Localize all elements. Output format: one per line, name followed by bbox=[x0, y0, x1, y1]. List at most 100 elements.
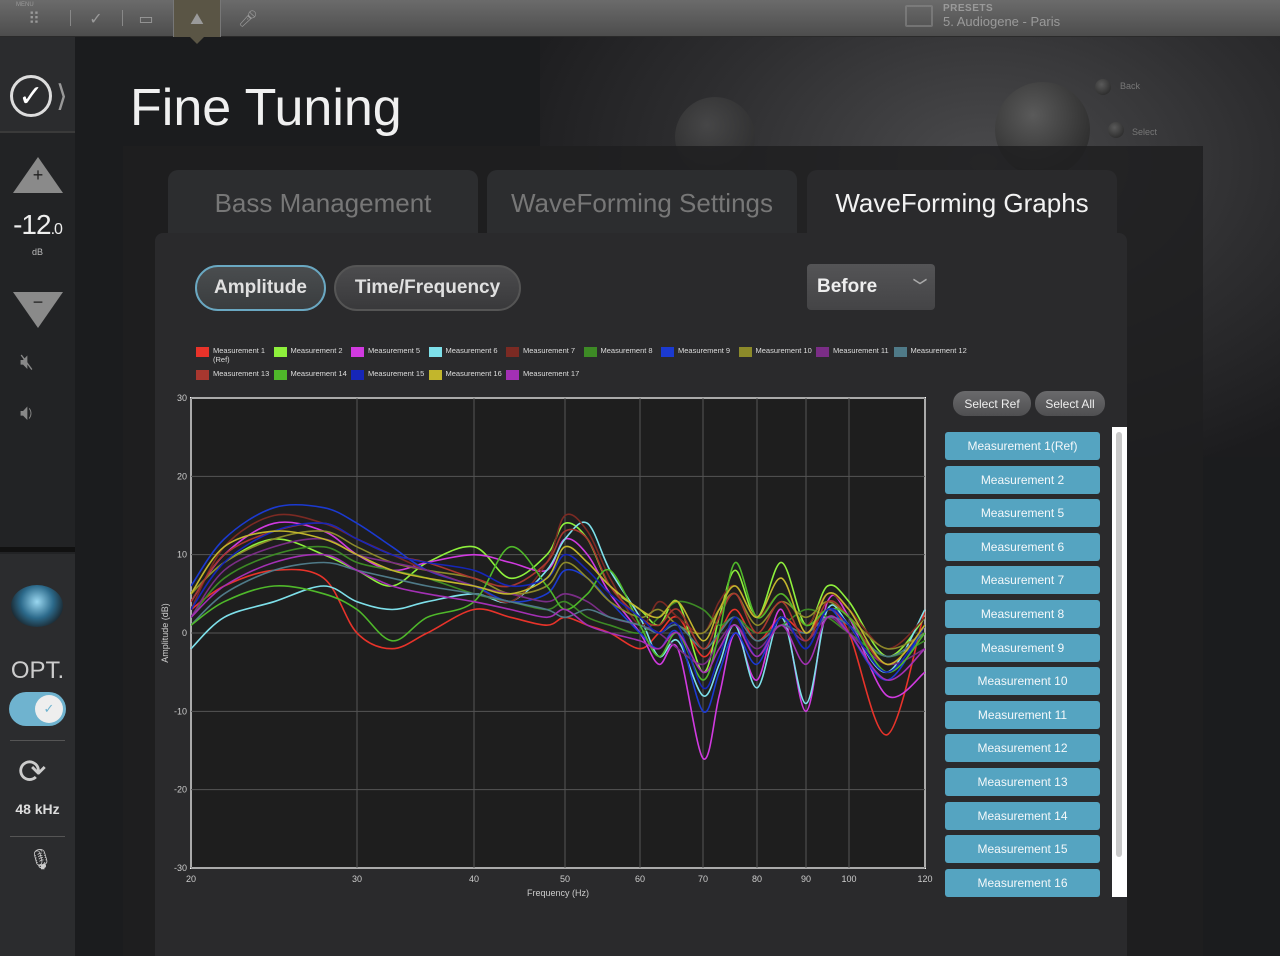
measurement-list-item[interactable]: Measurement 13 bbox=[945, 768, 1100, 796]
measurement-list-item[interactable]: Measurement 5 bbox=[945, 499, 1100, 528]
legend-item: Measurement 11 bbox=[816, 346, 893, 357]
legend-item: Measurement 6 bbox=[428, 346, 506, 357]
legend-label: Measurement 6 bbox=[445, 346, 498, 355]
opt-label: OPT. bbox=[10, 657, 65, 684]
opt-toggle[interactable]: ✓ bbox=[9, 692, 66, 726]
x-tick-label: 80 bbox=[752, 874, 762, 884]
legend-swatch bbox=[351, 370, 364, 380]
series-line bbox=[190, 530, 926, 666]
measurement-list-item[interactable]: Measurement 1(Ref) bbox=[945, 432, 1100, 460]
x-tick-label: 70 bbox=[698, 874, 708, 884]
measurement-list-item[interactable]: Measurement 6 bbox=[945, 532, 1100, 561]
measurement-list: Measurement 1(Ref) Measurement 2 Measureme… bbox=[945, 427, 1127, 897]
check-icon: ✓ bbox=[35, 695, 63, 723]
legend-label: Measurement 10 bbox=[755, 346, 812, 355]
y-axis-label: Amplitude (dB) bbox=[160, 603, 170, 663]
back-label: Back bbox=[1120, 81, 1141, 91]
measurement-list-item[interactable]: Measurement 10 bbox=[945, 667, 1100, 696]
measurement-list-item[interactable]: Measurement 12 bbox=[945, 734, 1100, 763]
series-line bbox=[190, 568, 926, 736]
measurement-list-item[interactable]: Measurement 11 bbox=[945, 700, 1100, 729]
tab-waveforming-settings[interactable]: WaveForming Settings bbox=[487, 170, 797, 236]
amplitude-button[interactable]: Amplitude bbox=[195, 265, 326, 311]
menu-label: MENU bbox=[16, 2, 34, 8]
volume-lower-icon[interactable]: 🔉︎ bbox=[20, 401, 34, 426]
legend-label: Measurement 15 bbox=[368, 369, 425, 378]
tab-bass-management[interactable]: Bass Management bbox=[168, 170, 478, 236]
series-line bbox=[190, 522, 926, 690]
legend-swatch bbox=[816, 347, 829, 357]
legend-item: Measurement 12 bbox=[893, 346, 971, 357]
x-axis-label: Frequency (Hz) bbox=[527, 888, 589, 898]
app-logo-icon[interactable]: ✓ bbox=[10, 75, 52, 117]
legend-swatch bbox=[893, 347, 907, 357]
legend-swatch bbox=[351, 347, 364, 357]
presets-selector[interactable]: PRESETS 5. Audiogene - Paris bbox=[905, 3, 1060, 29]
select-all-button[interactable]: Select All bbox=[1035, 391, 1105, 416]
select-label: Select bbox=[1132, 127, 1158, 137]
legend-label: Measurement 11 bbox=[833, 346, 889, 355]
legend-item: Measurement 14 bbox=[273, 369, 351, 380]
volume-down-button[interactable]: − bbox=[13, 292, 63, 328]
volume-up-button[interactable]: + bbox=[13, 157, 63, 193]
microphone-icon[interactable]: 🎙︎ bbox=[28, 847, 54, 871]
waveform-graph-icon[interactable]: ⛰ bbox=[173, 0, 221, 44]
speaker-device-icon[interactable] bbox=[11, 585, 63, 627]
time-frequency-button[interactable]: Time/Frequency bbox=[334, 265, 521, 311]
list-scroll-thumb[interactable] bbox=[1116, 432, 1122, 857]
page-title: Fine Tuning bbox=[130, 79, 402, 137]
legend-swatch bbox=[738, 347, 752, 357]
legend-item: Measurement 1 (Ref) bbox=[196, 346, 273, 364]
mute-icon[interactable]: 🔇︎ bbox=[20, 350, 34, 375]
select-button-device bbox=[1108, 122, 1124, 138]
legend-label: Measurement 7 bbox=[523, 346, 576, 355]
x-tick-label: 100 bbox=[841, 874, 856, 884]
chevron-right-icon[interactable]: ⟩ bbox=[56, 79, 68, 114]
measurement-list-item[interactable]: Measurement 15 bbox=[945, 835, 1100, 864]
checkmark-icon[interactable]: ✓ bbox=[89, 9, 103, 28]
x-tick-label: 120 bbox=[917, 874, 932, 884]
legend-label: Measurement 8 bbox=[600, 346, 653, 355]
tab-waveforming-graphs[interactable]: WaveForming Graphs bbox=[807, 170, 1117, 236]
before-after-dropdown[interactable]: Before ﹀ bbox=[807, 264, 935, 310]
x-tick-label: 60 bbox=[635, 874, 645, 884]
legend-label: Measurement 14 bbox=[290, 369, 347, 378]
legend-item: Measurement 16 bbox=[428, 369, 506, 380]
y-tick-label: -10 bbox=[174, 706, 187, 716]
plus-icon: + bbox=[32, 165, 44, 185]
legend-item: Measurement 10 bbox=[738, 346, 816, 357]
x-tick-label: 20 bbox=[186, 874, 196, 884]
legend-swatch bbox=[273, 347, 287, 357]
display-icon[interactable]: ▭ bbox=[138, 9, 154, 28]
legend-swatch bbox=[661, 347, 674, 357]
select-ref-button[interactable]: Select Ref bbox=[953, 391, 1031, 416]
menu-grid-icon[interactable]: ⠿ bbox=[28, 9, 40, 28]
volume-unit: dB bbox=[31, 247, 43, 257]
measurement-list-item[interactable]: Measurement 2 bbox=[945, 465, 1100, 494]
measurement-list-item[interactable]: Measurement 14 bbox=[945, 801, 1100, 830]
measurement-list-item[interactable]: Measurement 8 bbox=[945, 600, 1100, 628]
measurement-list-item[interactable]: Measurement 7 bbox=[945, 566, 1100, 595]
mic-stand-icon[interactable]: 🎤︎ bbox=[237, 9, 259, 28]
legend-swatch bbox=[506, 347, 519, 357]
measurement-list-item[interactable]: Measurement 9 bbox=[945, 633, 1100, 662]
y-tick-label: 0 bbox=[182, 628, 187, 638]
amplitude-chart: 20 30 40 50 60 70 80 90 100 1203020100-10-20-30Fr… bbox=[160, 393, 933, 898]
legend-label: Measurement 12 bbox=[910, 346, 967, 355]
sync-icon[interactable]: ⟳ bbox=[18, 752, 47, 792]
y-tick-label: -30 bbox=[174, 863, 187, 873]
legend-item: Measurement 2 bbox=[273, 346, 351, 357]
back-button-device bbox=[1095, 79, 1111, 95]
dropdown-value: Before bbox=[817, 276, 878, 297]
legend-label: Measurement 13 bbox=[213, 369, 270, 378]
x-tick-label: 40 bbox=[469, 874, 479, 884]
legend-swatch bbox=[196, 347, 209, 357]
folder-icon bbox=[905, 5, 933, 27]
legend-swatch bbox=[196, 370, 209, 380]
chevron-down-icon: ﹀ bbox=[913, 279, 927, 295]
presets-label: PRESETS bbox=[943, 3, 994, 14]
legend-swatch bbox=[506, 370, 519, 380]
measurement-list-item[interactable]: Measurement 16 bbox=[945, 868, 1100, 897]
series-line bbox=[190, 530, 926, 650]
x-tick-label: 30 bbox=[352, 874, 362, 884]
